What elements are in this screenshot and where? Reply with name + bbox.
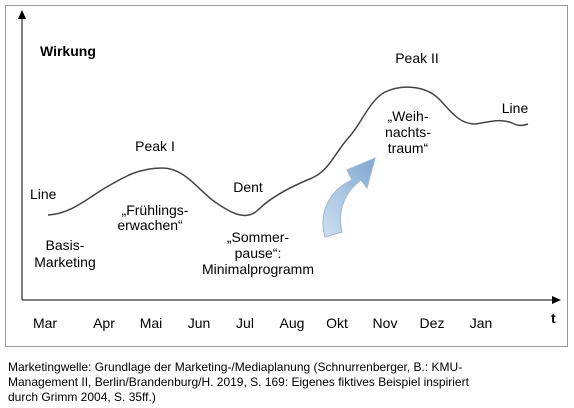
month-label: Mai: [140, 315, 163, 331]
month-label: Jul: [236, 315, 254, 331]
label: „Sommer-: [227, 229, 290, 245]
label: erwachen“: [117, 217, 183, 233]
month-label: Jun: [188, 315, 211, 331]
month-label: Aug: [280, 315, 305, 331]
month-label: Okt: [326, 315, 348, 331]
x-arrow: [552, 296, 561, 304]
month-label: Apr: [93, 315, 115, 331]
y-axis-label: Wirkung: [40, 43, 96, 59]
label: Marketing: [34, 254, 95, 270]
label: Line: [502, 100, 529, 116]
label: nachts-: [385, 124, 431, 140]
label: Minimalprogramm: [202, 261, 314, 277]
label: „Frühlings-: [122, 202, 189, 218]
month-label: Nov: [373, 315, 398, 331]
rising-arrow: [322, 157, 376, 238]
month-label: Dez: [420, 315, 445, 331]
label: Line: [30, 186, 57, 202]
y-arrow: [18, 10, 26, 19]
x-axis-label: t: [551, 310, 556, 326]
month-label: Jan: [470, 315, 493, 331]
caption: durch Grimm 2004, S. 35ff.): [8, 390, 156, 404]
caption: Marketingwelle: Grundlage der Marketing-…: [8, 360, 462, 374]
label: Basis-: [46, 237, 85, 253]
label: „Weih-: [388, 108, 429, 124]
label: Dent: [233, 179, 263, 195]
label: Peak II: [395, 50, 439, 66]
label: pause“:: [235, 245, 282, 261]
caption: Management II, Berlin/Brandenburg/H. 201…: [8, 375, 470, 389]
label: Peak I: [135, 138, 175, 154]
wave-curve: [47, 86, 529, 217]
label: traum“: [388, 140, 429, 156]
frame: [5, 5, 568, 347]
month-label: Mar: [33, 315, 57, 331]
